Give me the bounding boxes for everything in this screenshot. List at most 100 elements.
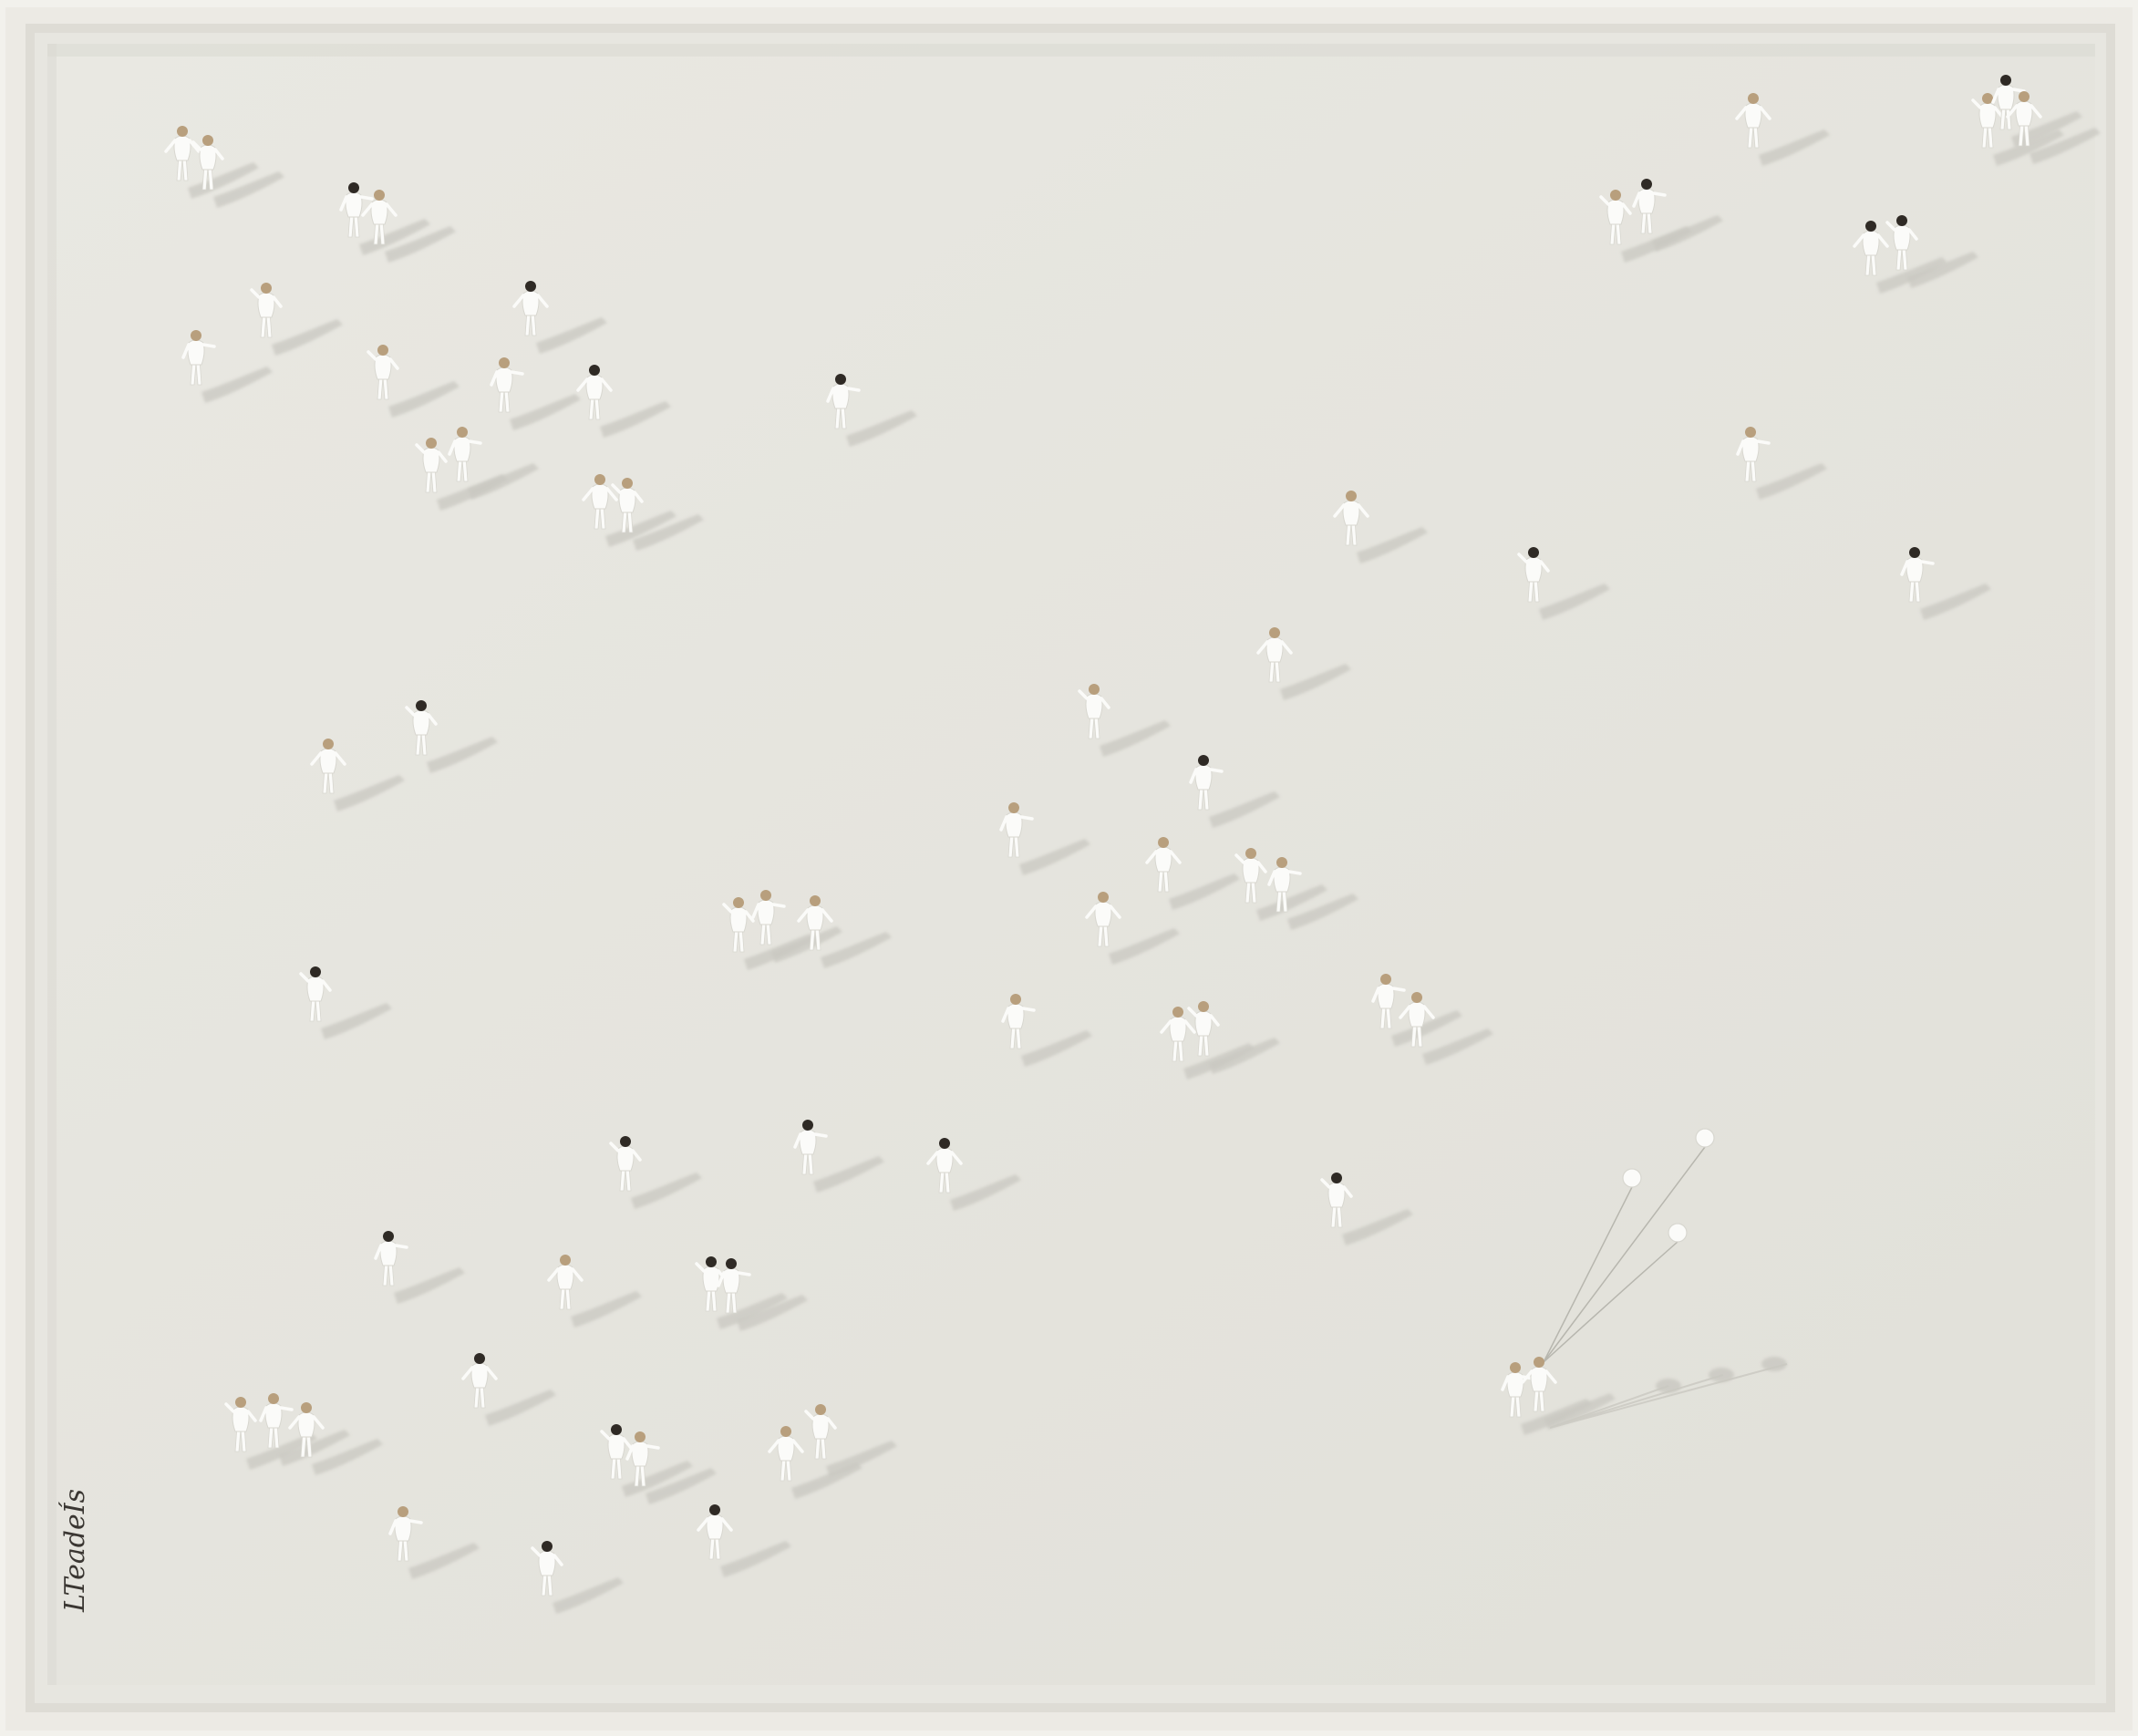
figure-body bbox=[232, 1406, 250, 1432]
figure-head bbox=[2000, 75, 2011, 86]
figure-arms bbox=[826, 387, 861, 403]
figure-head bbox=[733, 897, 744, 908]
figure-body bbox=[1377, 983, 1395, 1009]
balloons-layer bbox=[1622, 1128, 1715, 1243]
figure-body bbox=[1169, 1016, 1187, 1042]
figure-shadow bbox=[633, 514, 704, 551]
figure-head bbox=[323, 739, 334, 749]
figure-head bbox=[810, 895, 821, 906]
figure-head bbox=[802, 1120, 813, 1131]
figure-arms bbox=[804, 1410, 837, 1430]
figure-body bbox=[1530, 1366, 1548, 1392]
figure-shadow bbox=[279, 1430, 350, 1466]
figure-shadow bbox=[427, 737, 498, 773]
figure-head bbox=[1198, 755, 1209, 766]
figure-shadow bbox=[1357, 527, 1428, 563]
figure-head bbox=[760, 890, 771, 901]
figure-29 bbox=[1078, 684, 1110, 739]
figure-arms bbox=[582, 487, 618, 501]
figure-52 bbox=[547, 1255, 584, 1310]
figure-body bbox=[1744, 102, 1762, 129]
figure-body bbox=[379, 1240, 398, 1266]
figure-arms bbox=[611, 483, 644, 503]
figure-arms bbox=[512, 294, 549, 308]
figure-head bbox=[474, 1353, 485, 1364]
balloon-shadow-strings bbox=[1549, 1363, 1788, 1429]
figure-head bbox=[301, 1402, 312, 1413]
figure-body bbox=[1242, 857, 1260, 884]
figure-head bbox=[815, 1404, 826, 1415]
figure-head bbox=[1411, 992, 1422, 1003]
figure-shadow bbox=[1876, 257, 1947, 294]
figure-shadow bbox=[605, 511, 677, 547]
figure-arms bbox=[1234, 853, 1267, 873]
figure-head bbox=[709, 1504, 720, 1515]
figure-head bbox=[622, 478, 633, 489]
figure-body bbox=[453, 436, 471, 462]
figure-35 bbox=[1234, 848, 1267, 904]
figure-32 bbox=[405, 700, 438, 756]
figure-15 bbox=[826, 374, 861, 429]
figure-head bbox=[542, 1541, 553, 1552]
figure-23 bbox=[1885, 215, 1918, 271]
figure-39 bbox=[751, 890, 786, 946]
figure-48 bbox=[793, 1120, 828, 1175]
figure-body bbox=[935, 1147, 954, 1173]
balloon-strings-layer bbox=[1543, 1146, 1706, 1363]
canvas bbox=[47, 44, 2095, 1685]
signature: LTeadeÍs bbox=[58, 1489, 91, 1613]
figure-arms bbox=[1853, 233, 1889, 248]
figure-head bbox=[1534, 1357, 1544, 1368]
figure-3 bbox=[339, 182, 374, 238]
figure-arms bbox=[531, 1546, 563, 1566]
figure-body bbox=[591, 483, 609, 510]
figure-body bbox=[556, 1264, 574, 1290]
figure-head bbox=[1245, 848, 1256, 859]
figure-arms bbox=[600, 1430, 633, 1450]
figure-arms bbox=[250, 288, 283, 308]
figure-body bbox=[729, 906, 748, 933]
figure-body bbox=[706, 1514, 724, 1540]
figure-25 bbox=[1333, 491, 1369, 546]
figure-shadow bbox=[1209, 1038, 1280, 1074]
figure-arms bbox=[191, 140, 224, 160]
figure-head bbox=[398, 1506, 408, 1517]
figure-33 bbox=[999, 802, 1034, 858]
figure-6 bbox=[181, 330, 216, 386]
figure-64 bbox=[697, 1504, 733, 1560]
figure-arms bbox=[1145, 850, 1182, 864]
figure-37 bbox=[1085, 892, 1121, 947]
figure-head bbox=[268, 1393, 279, 1404]
figure-arms bbox=[181, 343, 216, 359]
figure-body bbox=[1327, 1182, 1346, 1208]
figure-arms bbox=[2006, 104, 2042, 119]
figure-40 bbox=[797, 895, 833, 951]
figure-arms bbox=[1333, 503, 1369, 518]
figure-shadow bbox=[553, 1577, 624, 1614]
figure-body bbox=[1273, 866, 1291, 893]
figure-shadow bbox=[1759, 129, 1830, 166]
figure-shadow bbox=[1920, 584, 1991, 620]
figure-body bbox=[1154, 846, 1172, 873]
figure-arms bbox=[1900, 560, 1935, 576]
figure-shadow bbox=[1422, 1028, 1493, 1065]
figure-body bbox=[345, 191, 363, 218]
figure-arms bbox=[1517, 553, 1550, 573]
figure-arms bbox=[310, 751, 346, 766]
figure-body bbox=[370, 199, 388, 225]
figure-shadow bbox=[1907, 252, 1978, 288]
figure-27 bbox=[1900, 547, 1935, 603]
figure-body bbox=[799, 1129, 817, 1155]
figure-body bbox=[1194, 764, 1213, 790]
figure-shadow bbox=[826, 1441, 897, 1477]
figure-shadow bbox=[334, 775, 405, 811]
figure-shadow bbox=[1256, 884, 1327, 921]
figure-head bbox=[383, 1231, 394, 1242]
figure-arms bbox=[1399, 1005, 1435, 1019]
figure-body bbox=[585, 374, 604, 400]
balloon-2 bbox=[1668, 1223, 1688, 1243]
figure-body bbox=[616, 1145, 635, 1172]
figure-head bbox=[416, 700, 427, 711]
balloon-string bbox=[1543, 1146, 1706, 1363]
figure-head bbox=[1198, 1001, 1209, 1012]
